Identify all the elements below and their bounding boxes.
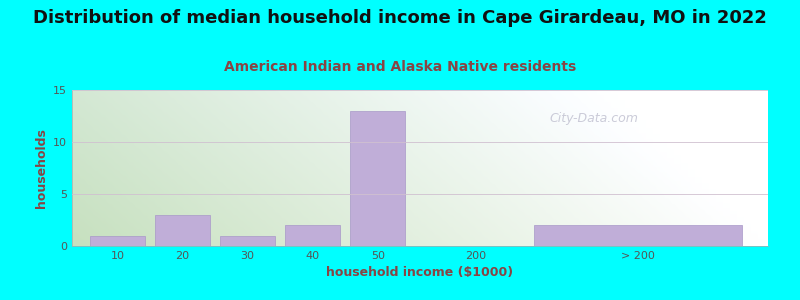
Bar: [350, 111, 406, 246]
Y-axis label: households: households: [34, 128, 47, 208]
Text: American Indian and Alaska Native residents: American Indian and Alaska Native reside…: [224, 60, 576, 74]
Bar: [90, 236, 145, 246]
Text: Distribution of median household income in Cape Girardeau, MO in 2022: Distribution of median household income …: [33, 9, 767, 27]
Bar: [155, 215, 210, 246]
Bar: [285, 225, 340, 246]
Text: City-Data.com: City-Data.com: [550, 112, 638, 124]
X-axis label: household income ($1000): household income ($1000): [326, 266, 514, 279]
Bar: [220, 236, 275, 246]
Bar: [534, 225, 742, 246]
